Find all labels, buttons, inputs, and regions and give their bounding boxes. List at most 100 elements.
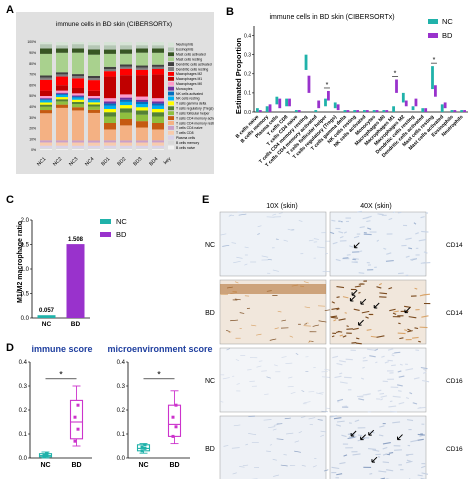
panel-d-y-tick: 0.4 <box>19 360 28 366</box>
panel-e-tissue-texture <box>318 320 327 323</box>
panel-b-legend-swatch <box>428 19 438 24</box>
panel-a-bar-segment <box>136 140 148 143</box>
panel-e-tissue-texture <box>414 327 419 330</box>
panel-e-tissue-texture <box>308 417 316 420</box>
panel-a-bar-segment <box>56 148 68 150</box>
panel-c-y-tick: 0.5 <box>21 292 30 298</box>
panel-e-tissue-texture <box>301 390 305 392</box>
panel-a-bar-segment <box>40 96 52 99</box>
panel-a-bar-segment <box>152 64 164 67</box>
panel-a-bar-segment <box>136 114 148 122</box>
panel-a-bar-segment <box>120 142 132 146</box>
panel-b-range-bar <box>324 98 327 107</box>
panel-b-y-tick: 0.2 <box>244 72 251 78</box>
panel-e-arrow <box>353 242 360 249</box>
panel-b-range-bar <box>327 90 330 101</box>
panel-e-tissue-texture <box>409 392 413 395</box>
panel-e-tissue-texture <box>370 431 375 434</box>
panel-a-sample-label: BD2 <box>116 156 127 167</box>
panel-a-legend-swatch <box>168 130 174 135</box>
panel-a-bar-segment <box>56 45 68 49</box>
panel-e-tissue-texture <box>362 356 366 359</box>
panel-e-tissue-texture <box>304 323 308 325</box>
panel-a-bar-segment <box>72 148 84 150</box>
panel-a-bar-segment <box>136 121 148 128</box>
panel-e-tissue-texture <box>343 231 348 234</box>
panel-e-tissue-texture <box>268 426 276 429</box>
panel-e-tissue-texture <box>333 417 342 420</box>
panel-e-marker-label: CD14 <box>446 310 463 317</box>
panel-a-bar-segment <box>56 85 68 91</box>
panel-a-legend-label: T cells regulatory (Tregs) <box>176 107 214 111</box>
panel-b-range-bar <box>294 110 298 112</box>
panel-e-tissue-texture <box>223 445 229 447</box>
panel-e-tissue-texture <box>324 252 329 255</box>
panel-b-range-bar <box>336 104 340 111</box>
panel-e-tissue-texture <box>388 217 393 221</box>
panel-c-y-tick: 1.0 <box>21 267 30 273</box>
panel-d-letter: D <box>6 342 14 354</box>
panel-e-tissue-texture <box>301 464 306 467</box>
panel-e-tissue-texture <box>368 448 377 451</box>
panel-a-legend-label: Dendritic cells resting <box>176 67 208 71</box>
panel-a-bar-segment <box>40 142 52 146</box>
panel-d-data-point <box>76 427 80 431</box>
panel-e-image-tile <box>329 415 427 479</box>
panel-e-tissue-texture <box>338 220 342 223</box>
panel-a-bar-segment <box>40 140 52 143</box>
panel-e-tissue-texture <box>228 214 233 217</box>
panel-a-legend-label: Monocytes <box>176 87 193 91</box>
panel-a-bar-segment <box>88 98 100 100</box>
panel-e-tissue-texture <box>283 239 289 242</box>
panel-e-tissue-texture <box>342 335 347 338</box>
panel-e-marker-label: CD14 <box>446 242 463 249</box>
panel-e-tissue-texture <box>336 296 340 298</box>
panel-e-tissue-texture <box>376 335 385 338</box>
panel-e-tissue-texture <box>397 211 402 214</box>
panel-a-bar-segment <box>136 52 148 66</box>
panel-a-bar-segment <box>40 79 52 91</box>
panel-e-tissue-texture <box>245 443 249 446</box>
panel-b-range-bar <box>268 104 272 112</box>
panel-e-tissue-texture <box>353 235 360 239</box>
panel-e-tissue-texture <box>382 461 390 464</box>
panel-e-tissue-texture <box>331 335 335 338</box>
panel-e-tissue-texture <box>394 351 401 354</box>
panel-e-tissue-texture <box>418 406 426 409</box>
panel-a-bar-segment <box>88 78 100 81</box>
panel-a-bar-segment <box>104 49 116 54</box>
panel-a-bar-segment <box>56 48 68 53</box>
panel-e-tissue-texture <box>332 241 338 245</box>
panel-e-tissue-texture <box>377 389 382 392</box>
panel-b-range-bar <box>404 100 408 107</box>
panel-e-tissue-texture <box>242 464 249 467</box>
panel-e-tissue-texture <box>339 334 344 337</box>
panel-d-data-point <box>140 449 144 453</box>
panel-a-bar-segment <box>88 109 100 113</box>
panel-a-bar-segment <box>88 112 100 141</box>
panel-e-tissue-texture <box>343 454 348 457</box>
panel-a-bar-segment <box>152 52 164 65</box>
panel-e-tissue-texture <box>231 242 237 244</box>
panel-a-legend-swatch <box>168 42 174 47</box>
panel-e-tissue-texture <box>277 310 282 313</box>
panel-e-tissue-texture <box>386 469 394 472</box>
panel-a-legend-swatch <box>168 106 174 111</box>
panel-b-sig-star: * <box>433 57 436 64</box>
panel-c-bar <box>66 244 85 318</box>
panel-e-arrow <box>350 430 357 437</box>
panel-e-tissue-texture <box>420 216 425 219</box>
panel-a-bar-segment <box>72 140 84 143</box>
panel-a-legend-swatch <box>168 86 174 91</box>
panel-e-tissue-texture <box>419 293 427 297</box>
panel-e-tissue-texture <box>230 319 239 322</box>
panel-e-tissue-texture <box>398 375 405 378</box>
panel-b-legend-label: NC <box>442 17 453 26</box>
panel-e-tissue-texture <box>272 428 277 431</box>
panel-b-range-bar <box>317 100 321 109</box>
panel-b-range-bar <box>333 102 337 109</box>
panel-a-bar-segment <box>104 53 116 67</box>
panel-e-tissue-texture <box>392 211 396 214</box>
panel-b-range-bar <box>285 98 288 107</box>
panel-a-bar-segment <box>72 107 84 111</box>
